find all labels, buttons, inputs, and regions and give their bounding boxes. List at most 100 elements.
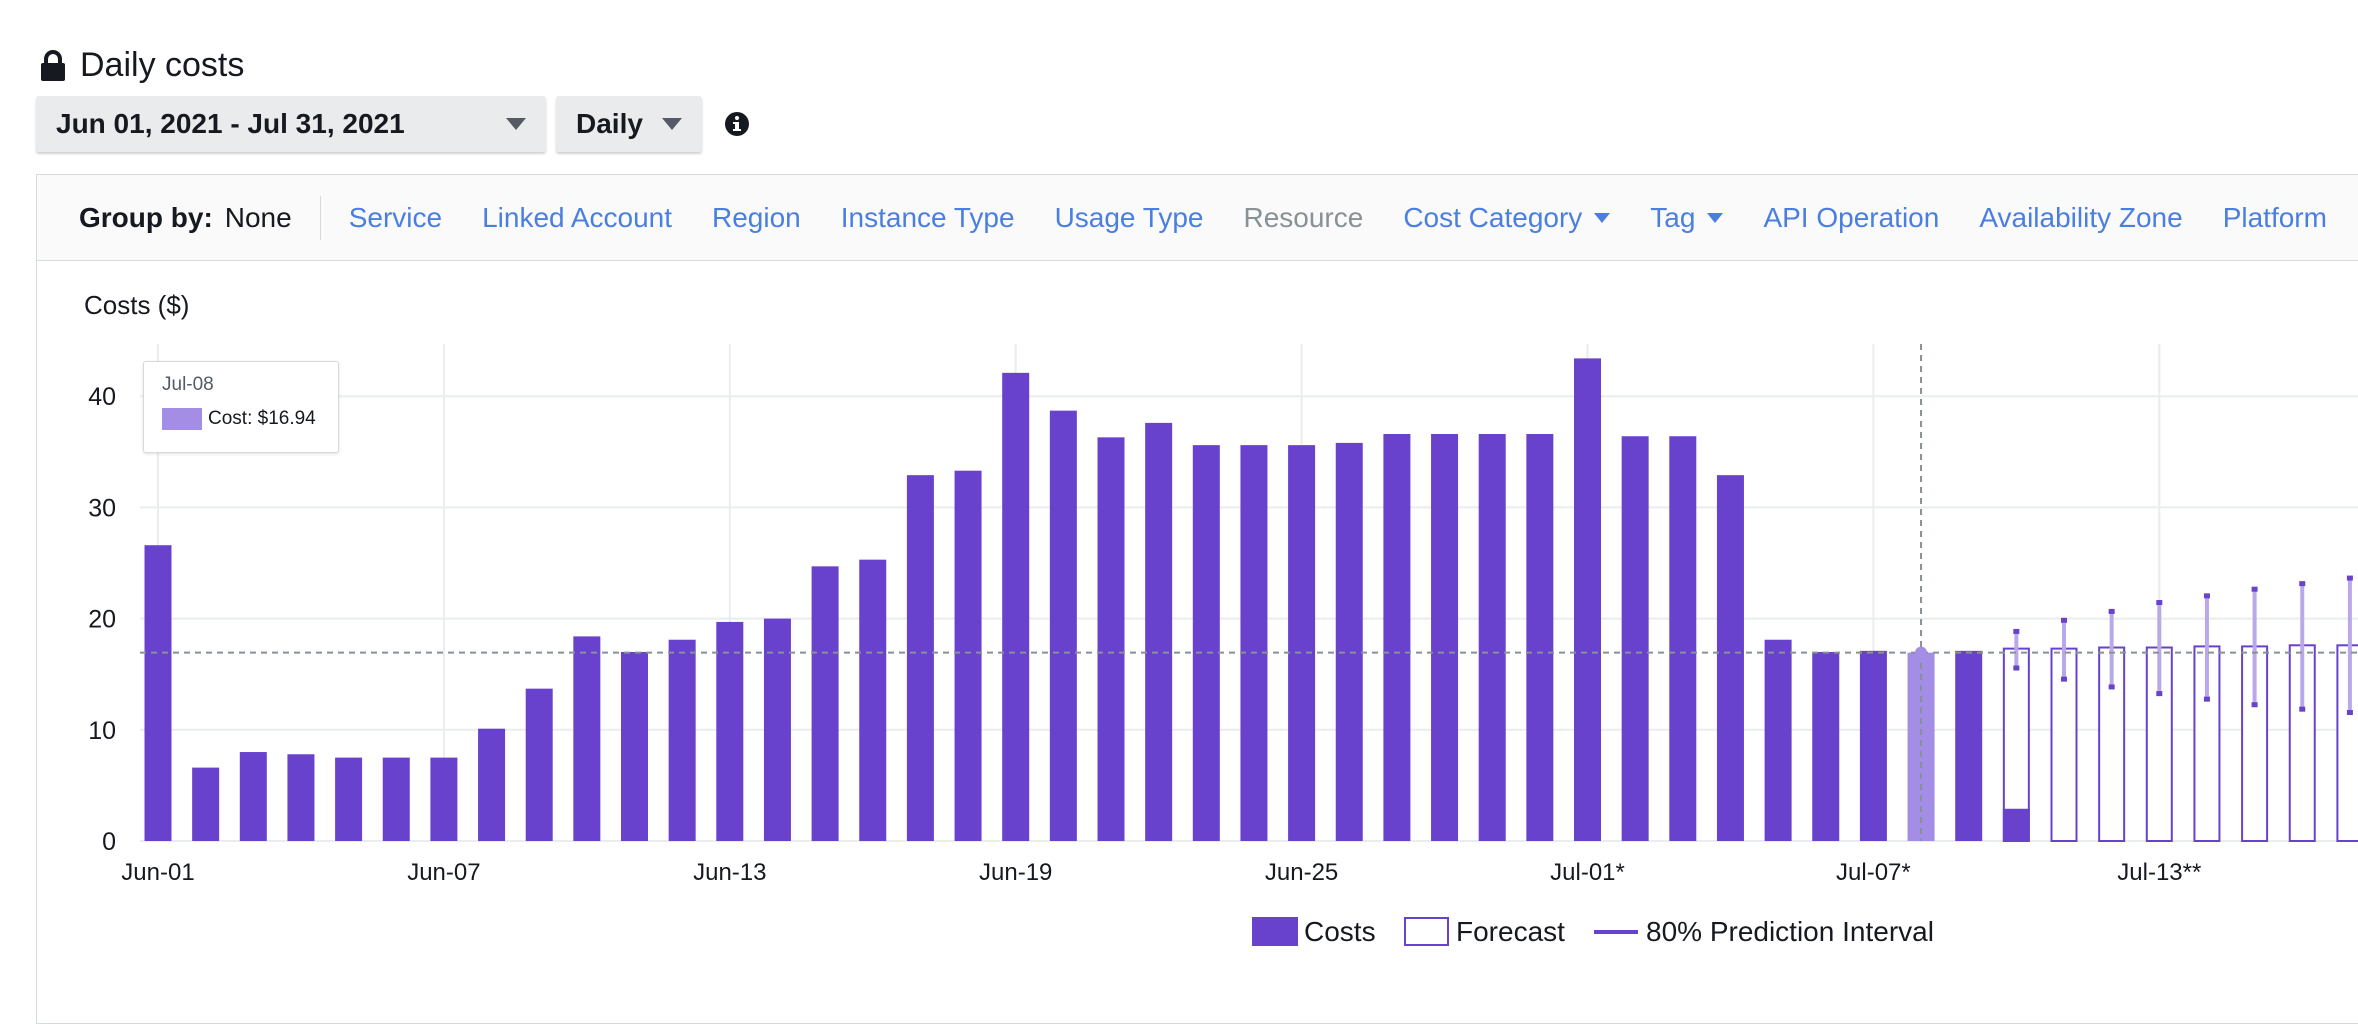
cost-bar[interactable]: [763, 618, 791, 841]
forecast-bar[interactable]: [2336, 644, 2358, 843]
cost-bar[interactable]: [1859, 650, 1887, 841]
cost-bar[interactable]: [144, 545, 172, 841]
forecast-bar[interactable]: [2098, 646, 2126, 843]
granularity-dropdown[interactable]: Daily: [556, 96, 702, 152]
cost-bar[interactable]: [1621, 436, 1649, 841]
cost-bar[interactable]: [1526, 434, 1554, 841]
group-by-option-availability-zone[interactable]: Availability Zone: [1979, 202, 2182, 234]
cost-bar[interactable]: [1049, 410, 1077, 841]
group-by-option-label: Platform: [2222, 201, 2327, 233]
cost-bar[interactable]: [1145, 422, 1173, 841]
interval-cap-bottom: [2251, 702, 2258, 708]
x-tick-label: Jun-25: [1265, 859, 1338, 886]
cost-bar[interactable]: [287, 754, 315, 841]
cost-bar[interactable]: [1335, 442, 1363, 841]
interval-cap-top: [2299, 581, 2306, 587]
cost-bar[interactable]: [1907, 652, 1935, 841]
group-by-option-cost-category[interactable]: Cost Category: [1403, 202, 1611, 234]
interval-cap-bottom: [2346, 710, 2353, 716]
x-tick-label: Jun-01: [121, 859, 194, 886]
x-tick-label: Jun-07: [407, 859, 480, 886]
page-header: Daily costs: [40, 46, 244, 85]
y-tick-label: 20: [88, 606, 116, 634]
cost-bar[interactable]: [1097, 437, 1125, 841]
group-by-option-service[interactable]: Service: [349, 202, 442, 234]
cost-bar[interactable]: [621, 651, 648, 841]
group-by-option-label: Tag: [1650, 201, 1696, 233]
cost-bar[interactable]: [1431, 434, 1459, 841]
cost-bar[interactable]: [478, 728, 506, 841]
interval-cap-bottom: [2203, 696, 2210, 702]
cost-bar[interactable]: [1478, 434, 1506, 841]
cost-bar[interactable]: [239, 752, 267, 841]
cost-bar[interactable]: [1955, 650, 1983, 841]
group-by-option-label: Resource: [1243, 201, 1364, 233]
group-by-option-label: Availability Zone: [1979, 201, 2183, 233]
y-tick-label: 0: [102, 828, 116, 856]
cost-bar[interactable]: [1764, 639, 1792, 841]
date-range-value: Jun 01, 2021 - Jul 31, 2021: [56, 108, 405, 139]
cost-bar[interactable]: [1383, 434, 1411, 841]
report-controls: Jun 01, 2021 - Jul 31, 2021 Daily: [36, 96, 750, 152]
group-by-option-label: Usage Type: [1054, 201, 1204, 233]
cost-bar[interactable]: [859, 559, 887, 841]
group-by-option-label: Linked Account: [482, 201, 672, 233]
cost-bar[interactable]: [906, 475, 934, 841]
cost-bar[interactable]: [811, 566, 839, 841]
cost-bar[interactable]: [335, 757, 363, 841]
group-by-option-label: Service: [348, 201, 443, 233]
legend-costs-label: Costs: [1304, 916, 1376, 947]
x-tick-label: Jun-19: [979, 859, 1052, 886]
cost-bar[interactable]: [2002, 808, 2030, 841]
cost-bar[interactable]: [1002, 372, 1030, 841]
group-by-option-label: API Operation: [1763, 201, 1940, 233]
interval-cap-top: [2108, 608, 2115, 614]
cost-bar[interactable]: [573, 636, 601, 841]
cost-bar[interactable]: [382, 757, 410, 841]
tooltip-swatch: [162, 408, 202, 430]
x-tick-label: Jul-01*: [1550, 859, 1625, 886]
cost-bar[interactable]: [1240, 445, 1268, 841]
lock-icon: [41, 49, 65, 81]
interval-cap-bottom: [2013, 665, 2020, 671]
interval-cap-bottom: [2061, 676, 2067, 682]
date-range-dropdown[interactable]: Jun 01, 2021 - Jul 31, 2021: [36, 96, 546, 152]
divider: [319, 195, 321, 240]
group-by-option-region[interactable]: Region: [712, 202, 801, 234]
group-by-option-label: Region: [712, 201, 801, 233]
group-by-label: Group by:: [79, 201, 213, 233]
legend-forecast-label: Forecast: [1456, 916, 1565, 947]
group-by-option-linked-account[interactable]: Linked Account: [482, 202, 672, 234]
chevron-down-icon: [506, 118, 526, 130]
interval-cap-top: [2251, 586, 2258, 592]
cost-bar[interactable]: [668, 639, 696, 841]
group-by-option-platform[interactable]: Platform: [2223, 202, 2327, 234]
granularity-value: Daily: [576, 108, 643, 139]
cost-bar[interactable]: [1192, 445, 1220, 841]
chevron-down-icon: [1594, 212, 1611, 223]
group-by-option-usage-type[interactable]: Usage Type: [1055, 202, 1204, 234]
legend-forecast-swatch: [1404, 917, 1449, 946]
cost-bar[interactable]: [1669, 436, 1697, 841]
interval-cap-top: [2013, 628, 2020, 634]
group-by-option-instance-type[interactable]: Instance Type: [841, 202, 1015, 234]
group-by-value: None: [224, 201, 292, 233]
cost-bar[interactable]: [1288, 445, 1316, 841]
info-icon[interactable]: [724, 111, 750, 137]
group-by-option-api-operation[interactable]: API Operation: [1763, 202, 1939, 234]
cost-bar[interactable]: [1574, 358, 1601, 841]
cost-bar[interactable]: [430, 757, 458, 841]
group-by-bar: Group by: None Service Linked Account Regi…: [37, 175, 2358, 261]
interval-cap-bottom: [2108, 684, 2115, 690]
cost-bar[interactable]: [192, 767, 220, 841]
cost-bar[interactable]: [1812, 651, 1840, 841]
chevron-down-icon: [1707, 212, 1724, 223]
group-by-option-tag[interactable]: Tag: [1650, 201, 1724, 234]
cost-bar[interactable]: [716, 621, 744, 841]
cost-bar[interactable]: [1716, 475, 1744, 841]
y-tick-label: 10: [88, 717, 116, 745]
cost-bar[interactable]: [954, 470, 982, 841]
tooltip-cost: Cost: $16.94: [208, 408, 316, 429]
cost-bar[interactable]: [525, 688, 553, 841]
